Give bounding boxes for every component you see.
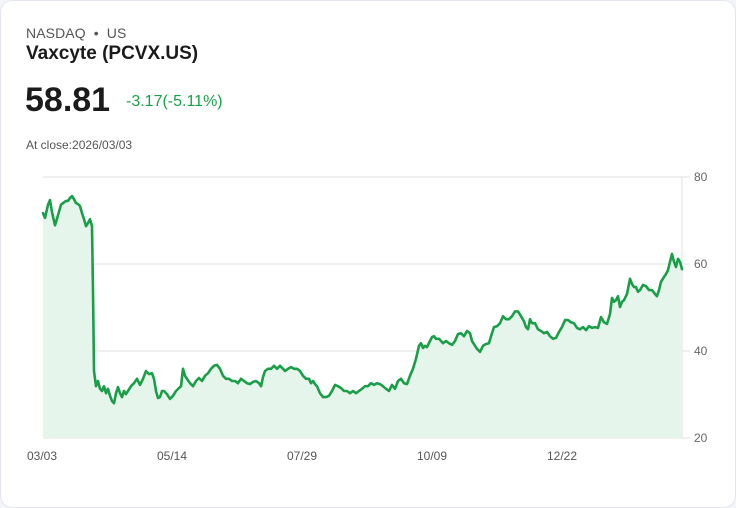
close-date: At close:2026/03/03 xyxy=(26,138,133,152)
x-tick-label: 05/14 xyxy=(157,449,187,463)
y-tick-label: 60 xyxy=(694,257,708,271)
x-tick-label: 10/09 xyxy=(417,449,447,463)
x-tick-label: 07/29 xyxy=(287,449,317,463)
price-area-fill xyxy=(43,196,682,438)
x-tick-label: 12/22 xyxy=(547,449,577,463)
x-axis-labels: 03/03 05/14 07/29 10/09 12/22 xyxy=(27,449,577,463)
y-tick-label: 40 xyxy=(694,344,708,358)
separator-dot: • xyxy=(93,25,99,41)
x-tick-label: 03/03 xyxy=(27,449,57,463)
y-axis-labels: 80 60 40 20 xyxy=(694,170,708,445)
current-price: 58.81 xyxy=(25,81,111,119)
exchange-label: NASDAQ xyxy=(26,25,86,41)
exchange-line: NASDAQ • US xyxy=(26,25,126,41)
stock-title: Vaxcyte (PCVX.US) xyxy=(26,43,199,64)
price-line xyxy=(41,194,684,405)
y-tick-label: 20 xyxy=(694,431,708,445)
region-label: US xyxy=(106,25,127,41)
y-tick-label: 80 xyxy=(694,170,708,184)
price-change: -3.17(-5.11%) xyxy=(126,93,223,110)
